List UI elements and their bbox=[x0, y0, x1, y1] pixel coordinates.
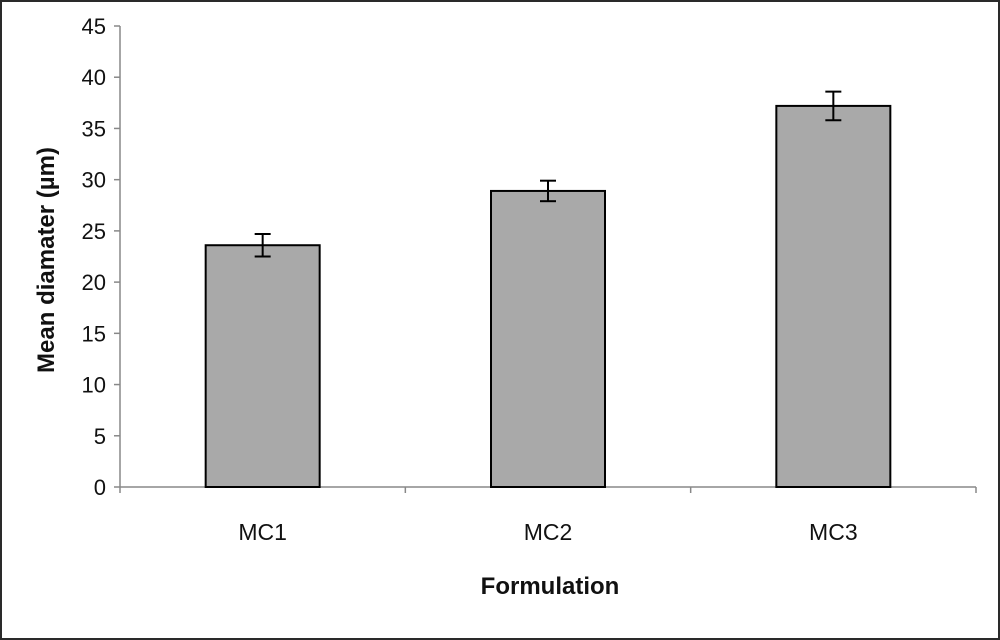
x-tick-label-mc3: MC3 bbox=[809, 519, 858, 545]
error-bars bbox=[254, 90, 842, 258]
y-tick-label: 25 bbox=[82, 219, 106, 244]
bar-mc3 bbox=[775, 104, 892, 488]
x-tick-label-mc1: MC1 bbox=[238, 519, 287, 545]
y-axis-title: Mean diamater (µm) bbox=[33, 147, 60, 373]
y-tick-label: 5 bbox=[94, 424, 106, 449]
y-tick-label: 20 bbox=[82, 270, 106, 295]
x-axis: MC1 MC2 MC3 bbox=[119, 486, 977, 545]
y-tick-label: 0 bbox=[94, 475, 106, 500]
x-axis-title: Formulation bbox=[481, 573, 620, 600]
y-tick-label: 30 bbox=[82, 168, 106, 193]
x-tick-label-mc2: MC2 bbox=[524, 519, 573, 545]
y-axis: 0 5 10 15 20 25 30 35 40 45 bbox=[82, 14, 121, 500]
bars bbox=[204, 104, 892, 489]
error-bar-mc1 bbox=[254, 232, 271, 258]
y-tick-label: 35 bbox=[82, 116, 106, 141]
y-tick-label: 45 bbox=[82, 14, 106, 39]
y-tick-label: 40 bbox=[82, 65, 106, 90]
y-tick-label: 10 bbox=[82, 373, 106, 398]
bar-mc2 bbox=[490, 189, 606, 489]
error-bar-mc3 bbox=[825, 90, 842, 122]
y-tick-label: 15 bbox=[82, 321, 106, 346]
error-bar-mc2 bbox=[540, 179, 556, 203]
bar-mc1 bbox=[204, 244, 321, 488]
